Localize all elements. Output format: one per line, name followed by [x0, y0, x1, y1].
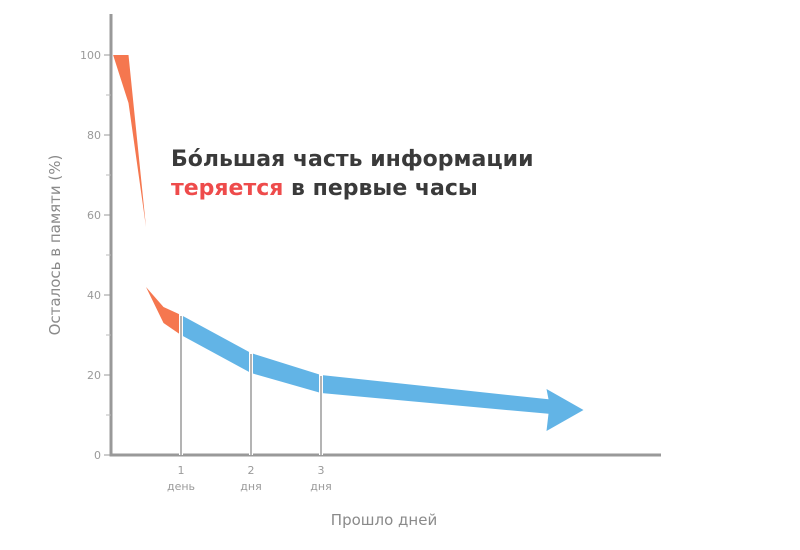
y-axis-title: Осталось в памяти (%)	[46, 155, 64, 336]
x-tick-label-2: 2	[248, 464, 255, 477]
y-tick-label-80: 80	[87, 129, 101, 142]
annotation-line-1: Бóльшая часть информации	[171, 147, 533, 172]
x-tick-sublabel-3: дня	[310, 480, 331, 493]
annotation-accent-word: теряется	[171, 176, 283, 201]
y-tick-label-100: 100	[80, 49, 101, 62]
axes	[109, 14, 661, 457]
x-tick-sublabel-2: дня	[240, 480, 261, 493]
ticks: 1 день 2 дня 3 дня 0 20 40 60 80 100	[80, 49, 332, 493]
x-tick-label-1: 1	[178, 464, 185, 477]
annotation-line-2-rest: в первые часы	[283, 176, 477, 201]
x-tick-sublabel-1: день	[167, 480, 195, 493]
x-tick-label-3: 3	[318, 464, 325, 477]
y-tick-label-40: 40	[87, 289, 101, 302]
annotation-line-2: теряется в первые часы	[171, 176, 478, 201]
series-band-after-first-day	[181, 315, 584, 431]
plot-area	[113, 55, 584, 431]
x-axis-title: Прошло дней	[331, 511, 437, 529]
y-tick-label-60: 60	[87, 209, 101, 222]
y-tick-label-20: 20	[87, 369, 101, 382]
y-tick-label-0: 0	[94, 449, 101, 462]
